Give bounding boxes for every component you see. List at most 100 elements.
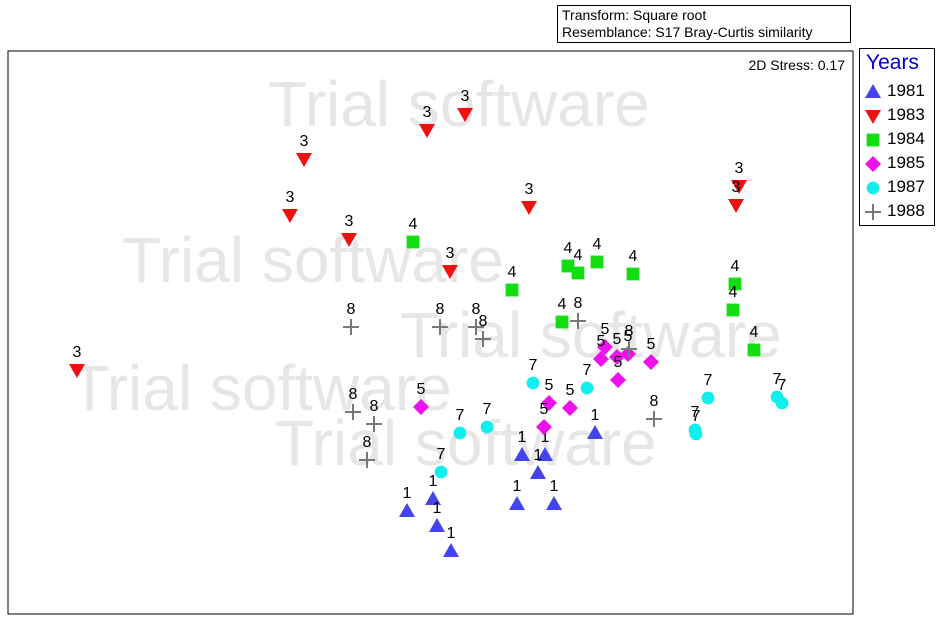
point-label: 8 <box>472 301 481 318</box>
legend-label: 1981 <box>887 81 925 100</box>
point-label: 1 <box>541 429 550 446</box>
point-label: 8 <box>479 313 488 330</box>
watermark: Trial software <box>275 407 657 479</box>
point-label: 1 <box>447 525 456 542</box>
point-1984 <box>505 283 519 297</box>
point-label: 3 <box>446 245 455 262</box>
point-label: 4 <box>508 264 517 281</box>
point-label: 7 <box>437 446 446 463</box>
point-1988 <box>646 411 662 427</box>
point-label: 3 <box>345 213 354 230</box>
point-1981 <box>399 503 415 517</box>
point-label: 1 <box>534 447 543 464</box>
watermark-layer: Trial software Trial software Trial soft… <box>70 68 782 479</box>
point-1987 <box>689 427 703 441</box>
point-label: 3 <box>73 344 82 361</box>
point-label: 5 <box>614 354 623 371</box>
point-label: 8 <box>363 434 372 451</box>
point-label: 7 <box>692 408 701 425</box>
point-1983 <box>282 209 298 223</box>
circle-icon <box>866 181 880 195</box>
point-label: 5 <box>647 336 656 353</box>
point-1983 <box>728 199 744 213</box>
point-label: 5 <box>601 321 610 338</box>
point-1985 <box>593 351 609 367</box>
legend-item-1985: 1985 <box>860 151 936 175</box>
legend-title: Years <box>866 51 919 74</box>
point-label: 5 <box>566 382 575 399</box>
legend-item-1988: 1988 <box>860 199 936 223</box>
legend-label: 1987 <box>887 177 925 196</box>
point-label: 5 <box>624 328 633 345</box>
point-label: 5 <box>545 377 554 394</box>
point-label: 7 <box>704 372 713 389</box>
point-1984 <box>561 259 575 273</box>
point-1981 <box>443 543 459 557</box>
point-1983 <box>419 124 435 138</box>
legend: Years 1981 1983 1984 1985 1987 1988 <box>859 48 935 226</box>
point-1981 <box>537 447 553 461</box>
point-1981 <box>425 491 441 505</box>
point-label: 4 <box>750 324 759 341</box>
transform-label: Transform: Square root <box>562 7 707 23</box>
point-1984 <box>747 343 761 357</box>
point-label: 4 <box>629 248 638 265</box>
point-label: 3 <box>423 104 432 121</box>
point-label: 8 <box>650 393 659 410</box>
legend-item-1981: 1981 <box>860 79 936 103</box>
point-label: 5 <box>540 401 549 418</box>
point-1987 <box>775 396 789 410</box>
point-label: 3 <box>732 179 741 196</box>
point-label: 8 <box>625 323 634 340</box>
square-icon <box>866 133 880 147</box>
point-1988 <box>359 452 375 468</box>
point-label: 7 <box>456 407 465 424</box>
info-box: Transform: Square root Resemblance: S17 … <box>557 5 851 43</box>
watermark: Trial software <box>122 224 504 296</box>
point-1981 <box>530 465 546 479</box>
point-1984 <box>571 266 585 280</box>
point-label: 1 <box>550 478 559 495</box>
point-label: 7 <box>529 357 538 374</box>
point-1987 <box>480 420 494 434</box>
point-label: 7 <box>483 401 492 418</box>
point-label: 5 <box>613 331 622 348</box>
point-1983 <box>457 108 473 122</box>
point-1988 <box>343 319 359 335</box>
point-label: 1 <box>433 500 442 517</box>
point-label: 3 <box>286 189 295 206</box>
point-1981 <box>514 447 530 461</box>
legend-item-1984: 1984 <box>860 127 936 151</box>
point-1988 <box>468 319 484 335</box>
point-label: 4 <box>409 216 418 233</box>
point-label: 7 <box>773 371 782 388</box>
point-label: 4 <box>593 236 602 253</box>
point-1988 <box>366 416 382 432</box>
point-1988 <box>475 331 491 347</box>
point-label: 5 <box>597 333 606 350</box>
point-1981 <box>429 518 445 532</box>
point-label: 1 <box>403 485 412 502</box>
point-1985 <box>413 399 429 415</box>
point-1984 <box>726 303 740 317</box>
watermark: Trial software <box>70 352 452 424</box>
point-1981 <box>509 496 525 510</box>
point-label: 3 <box>461 88 470 105</box>
point-1988 <box>570 313 586 329</box>
legend-item-1987: 1987 <box>860 175 936 199</box>
point-1983 <box>442 265 458 279</box>
point-1983 <box>69 364 85 378</box>
point-1985 <box>541 395 557 411</box>
legend-label: 1984 <box>887 129 925 148</box>
point-1985 <box>609 349 625 365</box>
watermark: Trial software <box>268 68 650 140</box>
legend-label: 1988 <box>887 201 925 220</box>
point-1981 <box>546 496 562 510</box>
point-label: 4 <box>729 284 738 301</box>
point-1983 <box>296 153 312 167</box>
point-1987 <box>580 381 594 395</box>
point-label: 3 <box>300 133 309 150</box>
point-1985 <box>536 419 552 435</box>
point-label: 8 <box>349 386 358 403</box>
